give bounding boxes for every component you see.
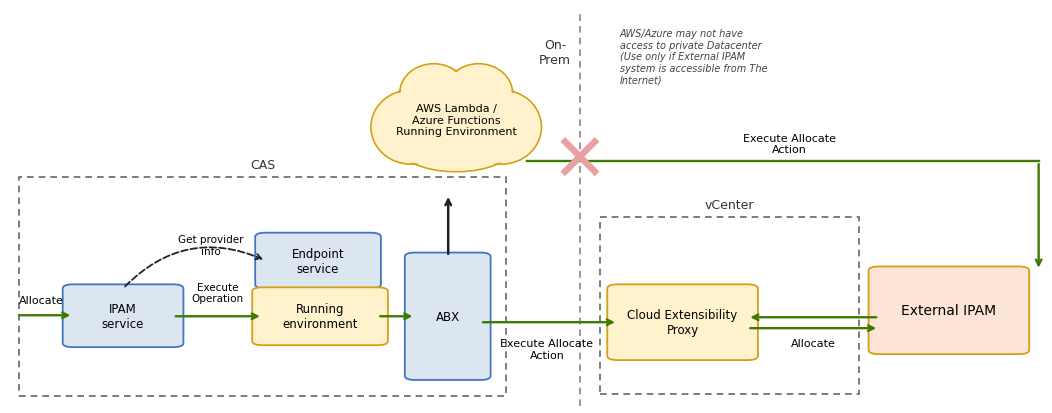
Text: Execute Allocate
Action: Execute Allocate Action	[743, 133, 835, 155]
Text: ✕: ✕	[552, 129, 608, 195]
Text: Execute
Operation: Execute Operation	[191, 282, 244, 304]
Ellipse shape	[372, 92, 450, 164]
Ellipse shape	[401, 66, 466, 123]
Text: AWS/Azure may not have
access to private Datacenter
(Use only if External IPAM
s: AWS/Azure may not have access to private…	[620, 29, 767, 85]
Text: vCenter: vCenter	[705, 198, 754, 211]
Text: IPAM
service: IPAM service	[102, 302, 144, 330]
Text: CAS: CAS	[250, 159, 276, 172]
Ellipse shape	[400, 64, 468, 124]
Ellipse shape	[446, 66, 511, 123]
FancyBboxPatch shape	[607, 285, 757, 360]
Text: Running
environment: Running environment	[282, 303, 358, 330]
Ellipse shape	[398, 120, 514, 172]
Ellipse shape	[400, 121, 512, 171]
Text: On-
Prem: On- Prem	[539, 39, 571, 67]
Text: Allocate: Allocate	[19, 296, 64, 306]
Text: Execute Allocate
Action: Execute Allocate Action	[501, 338, 593, 360]
Text: Get provider
info: Get provider info	[178, 235, 244, 256]
FancyBboxPatch shape	[405, 253, 490, 380]
FancyBboxPatch shape	[63, 285, 183, 347]
Ellipse shape	[371, 90, 451, 165]
Ellipse shape	[462, 92, 540, 164]
Bar	[600, 217, 859, 394]
FancyBboxPatch shape	[252, 287, 388, 345]
Ellipse shape	[461, 90, 542, 165]
Bar	[19, 178, 506, 396]
Text: ABX: ABX	[436, 310, 460, 323]
Text: AWS Lambda /
Azure Functions
Running Environment: AWS Lambda / Azure Functions Running Env…	[396, 104, 517, 137]
Ellipse shape	[407, 79, 506, 161]
Text: Allocate: Allocate	[791, 338, 835, 348]
Text: External IPAM: External IPAM	[902, 304, 996, 318]
FancyBboxPatch shape	[256, 233, 381, 289]
Ellipse shape	[445, 64, 512, 124]
FancyBboxPatch shape	[869, 267, 1029, 354]
Text: Endpoint
service: Endpoint service	[291, 247, 344, 275]
Ellipse shape	[409, 81, 504, 159]
Text: Cloud Extensibility
Proxy: Cloud Extensibility Proxy	[627, 309, 737, 337]
